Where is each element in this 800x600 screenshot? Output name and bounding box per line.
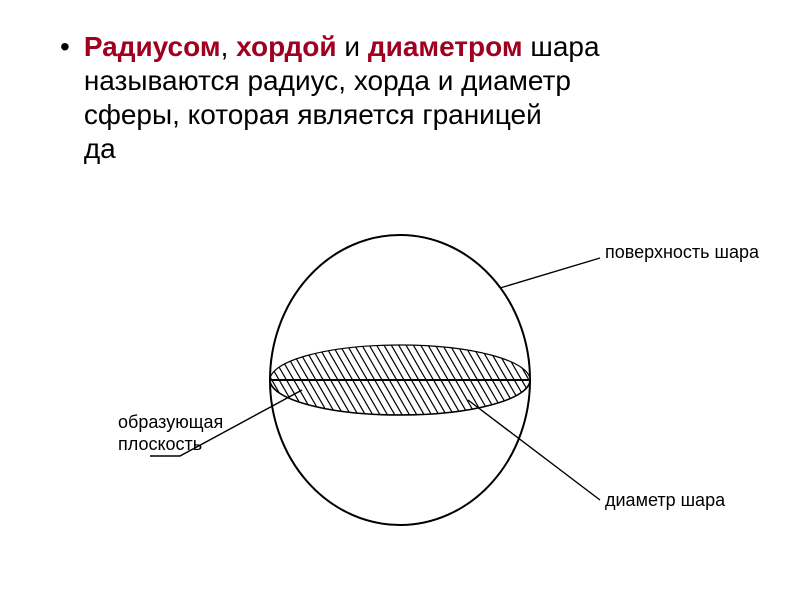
label-plane-line2: плоскость: [118, 434, 202, 455]
hl-chord: хордой: [236, 31, 336, 62]
hl-radius: Радиусом: [84, 31, 221, 62]
leader-diameter: [468, 400, 600, 500]
txt-line4: да: [84, 133, 116, 164]
bullet-dot: •: [60, 30, 70, 64]
slide: • Радиусом, хордой и диаметром шара назы…: [0, 0, 800, 600]
txt-seg: и: [337, 31, 368, 62]
label-plane-line1: образующая: [118, 412, 223, 433]
txt-seg: ,: [221, 31, 237, 62]
sphere-diagram: поверхность шара образующая плоскость ди…: [0, 200, 800, 580]
leader-surface: [500, 258, 600, 288]
txt-line3: сферы, которая является границей: [84, 99, 542, 130]
label-diameter: диаметр шара: [605, 490, 725, 511]
hl-diameter: диаметром: [368, 31, 523, 62]
bullet-text: Радиусом, хордой и диаметром шара называ…: [84, 30, 600, 166]
txt-line2: называются радиус, хорда и диаметр: [84, 65, 571, 96]
label-surface: поверхность шара: [605, 242, 759, 263]
txt-seg: шара: [523, 31, 600, 62]
bullet-item: • Радиусом, хордой и диаметром шара назы…: [60, 30, 760, 166]
